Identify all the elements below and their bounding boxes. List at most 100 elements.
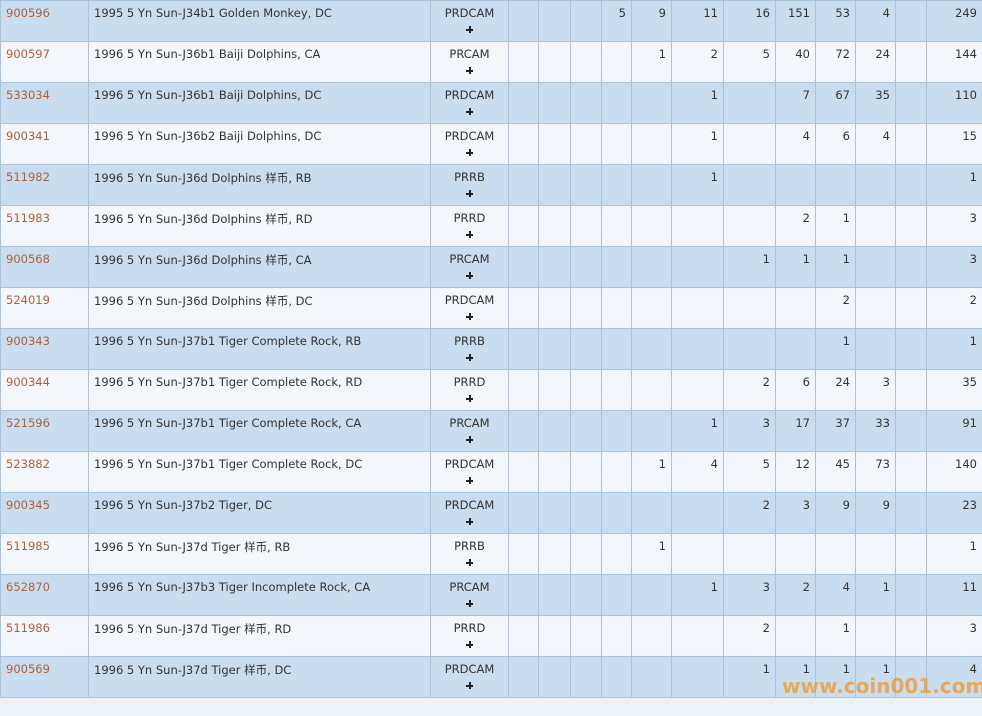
cert-link[interactable]: 524019 — [6, 293, 50, 307]
expand-icon[interactable] — [466, 108, 473, 115]
cert-link[interactable]: 900341 — [6, 129, 50, 143]
expand-icon[interactable] — [466, 149, 473, 156]
expand-icon[interactable] — [466, 231, 473, 238]
grade-count-cell — [508, 0, 539, 42]
table-row: 511982 1996 5 Yn Sun-J36d Dolphins 样币, RB… — [0, 164, 982, 206]
expand-icon[interactable] — [466, 518, 473, 525]
cert-link[interactable]: 521596 — [6, 416, 50, 430]
cert-link[interactable]: 533034 — [6, 88, 50, 102]
expand-icon[interactable] — [466, 190, 473, 197]
grade-count: 33 — [875, 416, 890, 430]
cert-cell: 900596 — [0, 0, 89, 42]
expand-icon[interactable] — [466, 641, 473, 648]
grade-count: 1 — [882, 580, 890, 594]
description-cell: 1996 5 Yn Sun-J37d Tiger 样币, RB — [88, 533, 431, 575]
grade-count: 12 — [795, 457, 810, 471]
expand-icon[interactable] — [466, 67, 473, 74]
grade-count-cell — [631, 574, 672, 616]
cert-link[interactable]: 900597 — [6, 47, 50, 61]
expand-icon[interactable] — [466, 477, 473, 484]
description-cell: 1996 5 Yn Sun-J36b1 Baiji Dolphins, CA — [88, 41, 431, 83]
total-cell: 3 — [926, 615, 982, 657]
total-cell: 1 — [926, 164, 982, 206]
cert-link[interactable]: 511986 — [6, 621, 50, 635]
designation: PRRB — [454, 539, 485, 553]
grade-count-cell — [601, 287, 632, 329]
grade-count-cell: 3 — [775, 492, 816, 534]
table-row: 533034 1996 5 Yn Sun-J36b1 Baiji Dolphins… — [0, 82, 982, 124]
cert-link[interactable]: 652870 — [6, 580, 50, 594]
grade-count-cell — [895, 287, 927, 329]
designation: PRRB — [454, 170, 485, 184]
grade-count-cell — [508, 615, 539, 657]
grade-count-cell — [855, 164, 896, 206]
cert-link[interactable]: 511983 — [6, 211, 50, 225]
grade-count-cell: 1 — [815, 246, 856, 288]
grade-count-cell: 151 — [775, 0, 816, 42]
cert-link[interactable]: 511982 — [6, 170, 50, 184]
grade-count-cell: 5 — [601, 0, 632, 42]
cert-cell: 900344 — [0, 369, 89, 411]
table-row: 900569 1996 5 Yn Sun-J37d Tiger 样币, DC PRD… — [0, 656, 982, 698]
cert-link[interactable]: 900568 — [6, 252, 50, 266]
cert-link[interactable]: 900596 — [6, 6, 50, 20]
grade-count-cell — [538, 574, 571, 616]
cert-link[interactable]: 900569 — [6, 662, 50, 676]
designation-cell: PRRD — [430, 205, 509, 247]
grade-count-cell — [601, 82, 632, 124]
designation-cell: PRDCAM — [430, 287, 509, 329]
expand-icon[interactable] — [466, 436, 473, 443]
grade-count: 4 — [882, 6, 890, 20]
cert-cell: 511985 — [0, 533, 89, 575]
total: 35 — [962, 375, 977, 389]
grade-count-cell — [508, 410, 539, 452]
total: 15 — [962, 129, 977, 143]
grade-count-cell — [855, 287, 896, 329]
designation: PRDCAM — [444, 293, 495, 307]
total-cell: 1 — [926, 533, 982, 575]
expand-icon[interactable] — [466, 313, 473, 320]
grade-count-cell — [723, 205, 776, 247]
cert-link[interactable]: 900345 — [6, 498, 50, 512]
grade-count-cell — [895, 123, 927, 165]
grade-count-cell — [601, 451, 632, 493]
total-cell: 11 — [926, 574, 982, 616]
grade-count-cell — [538, 533, 571, 575]
cert-cell: 511983 — [0, 205, 89, 247]
grade-count-cell — [723, 287, 776, 329]
expand-icon[interactable] — [466, 26, 473, 33]
grade-count-cell — [570, 164, 602, 206]
grade-count-cell — [508, 492, 539, 534]
expand-icon[interactable] — [466, 272, 473, 279]
grade-count-cell — [601, 164, 632, 206]
grade-count-cell: 7 — [775, 82, 816, 124]
grade-count-cell: 2 — [775, 205, 816, 247]
cert-link[interactable]: 900344 — [6, 375, 50, 389]
grade-count: 2 — [762, 621, 770, 635]
grade-count-cell — [570, 246, 602, 288]
total-cell: 2 — [926, 287, 982, 329]
grade-count-cell — [815, 164, 856, 206]
description-cell: 1996 5 Yn Sun-J37b1 Tiger Complete Rock,… — [88, 369, 431, 411]
cert-link[interactable]: 900343 — [6, 334, 50, 348]
expand-icon[interactable] — [466, 600, 473, 607]
population-table: 900596 1995 5 Yn Sun-J34b1 Golden Monkey,… — [0, 0, 982, 698]
expand-icon[interactable] — [466, 682, 473, 689]
grade-count-cell — [723, 328, 776, 370]
grade-count-cell: 1 — [723, 246, 776, 288]
total-cell: 140 — [926, 451, 982, 493]
grade-count-cell: 9 — [815, 492, 856, 534]
cert-link[interactable]: 511985 — [6, 539, 50, 553]
table-row: 511983 1996 5 Yn Sun-J36d Dolphins 样币, RD… — [0, 205, 982, 247]
grade-count-cell — [895, 205, 927, 247]
grade-count: 4 — [710, 457, 718, 471]
grade-count: 5 — [618, 6, 626, 20]
expand-icon[interactable] — [466, 354, 473, 361]
expand-icon[interactable] — [466, 395, 473, 402]
total-cell: 35 — [926, 369, 982, 411]
grade-count-cell — [570, 533, 602, 575]
grade-count-cell: 1 — [671, 574, 724, 616]
grade-count-cell — [508, 205, 539, 247]
expand-icon[interactable] — [466, 559, 473, 566]
cert-link[interactable]: 523882 — [6, 457, 50, 471]
